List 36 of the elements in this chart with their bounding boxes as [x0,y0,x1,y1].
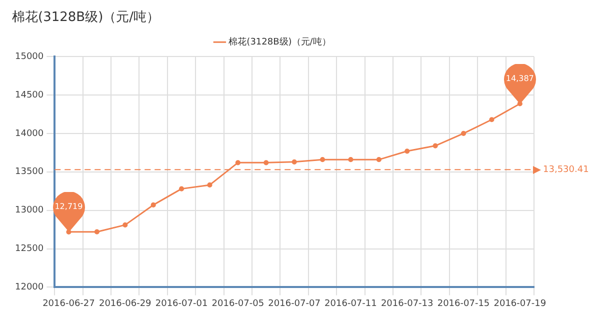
x-tick-label: 2016-06-29 [98,298,152,309]
point [460,130,466,136]
x-tick-label: 2016-06-27 [42,298,95,309]
point [178,186,184,192]
y-tick-label: 13000 [14,206,44,216]
point [404,148,410,154]
point [292,159,297,164]
annotation: 12,719 [54,202,84,212]
y-tick-label: 15000 [14,52,44,62]
x-tick-label: 2016-07-05 [212,298,264,309]
point [235,160,240,166]
point [94,229,100,234]
y-tick-label: 14000 [14,128,44,139]
legend-label: 棉花(3128B级)（元/吨） [228,36,331,48]
point [489,117,494,122]
ref-line-label: 13,530.41 [543,164,589,175]
point [122,222,128,228]
y-tick-label: 12500 [14,244,44,254]
x-tick-label: 2016-07-01 [155,298,208,309]
point [264,160,269,166]
y-tick-label: 13500 [14,167,44,178]
x-tick-label: 2016-07-19 [494,298,546,309]
point [150,202,156,208]
x-tick-label: 2016-07-15 [437,298,490,309]
point [320,157,326,162]
x-tick-label: 2016-07-13 [380,298,434,309]
y-tick-label: 14500 [14,90,44,100]
x-tick-label: 2016-07-11 [324,298,377,309]
annotation: 14,387 [504,74,535,84]
point [376,157,382,162]
y-tick-label: 12000 [14,282,44,293]
point [348,157,354,162]
chart-title: 棉花(3128B级)（元/吨） [12,10,160,26]
point [207,182,212,188]
x-tick-label: 2016-07-07 [268,298,320,309]
point [432,143,438,148]
